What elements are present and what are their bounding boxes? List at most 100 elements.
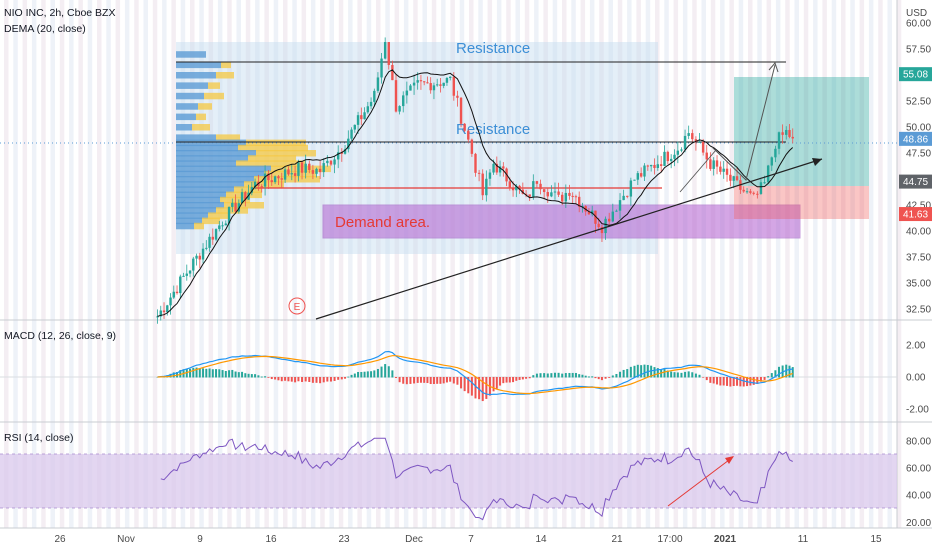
candle-body bbox=[698, 141, 701, 143]
volume-profile-down-bar bbox=[194, 222, 204, 230]
bg-stripe bbox=[376, 0, 381, 528]
price-axis[interactable]: 60.0057.5055.0052.5050.0047.5045.0042.50… bbox=[906, 19, 931, 316]
macd-hist-bar bbox=[211, 369, 214, 378]
volume-profile-up-bar bbox=[176, 222, 194, 230]
macd-hist-bar bbox=[774, 370, 777, 378]
candle-body bbox=[515, 185, 518, 191]
volume-profile-up-bar bbox=[176, 51, 206, 58]
candle-body bbox=[383, 42, 387, 59]
candle-body bbox=[263, 173, 267, 187]
candle-body bbox=[308, 163, 311, 171]
candle-body bbox=[712, 160, 715, 169]
bg-stripe bbox=[571, 0, 576, 528]
rsi-title[interactable]: RSI (14, close) bbox=[4, 432, 73, 444]
macd-hist-bar bbox=[423, 377, 426, 383]
macd-hist-bar bbox=[370, 371, 373, 378]
macd-hist-bar bbox=[264, 376, 267, 378]
candle-body bbox=[195, 255, 198, 259]
projection-path[interactable] bbox=[711, 64, 776, 181]
candle-body bbox=[673, 154, 676, 159]
macd-title[interactable]: MACD (12, 26, close, 9) bbox=[4, 330, 116, 342]
macd-hist-bar bbox=[557, 372, 560, 378]
bg-stripe bbox=[357, 0, 362, 528]
candle-body bbox=[759, 182, 763, 194]
candle-body bbox=[398, 106, 401, 112]
macd-hist-bar bbox=[357, 371, 360, 378]
candle-body bbox=[725, 168, 729, 175]
earnings-marker[interactable] bbox=[288, 297, 306, 315]
macd-hist-bar bbox=[508, 377, 511, 383]
candle-body bbox=[405, 90, 409, 96]
price-badge bbox=[899, 174, 932, 189]
bg-stripe bbox=[859, 0, 865, 528]
macd-hist-bar bbox=[304, 377, 307, 382]
macd-hist-bar bbox=[449, 377, 452, 382]
currency-label: USD bbox=[906, 8, 927, 19]
macd-hist-bar bbox=[749, 377, 752, 386]
target-zone[interactable] bbox=[734, 77, 869, 186]
bg-stripe bbox=[841, 0, 846, 528]
candle-body bbox=[322, 163, 325, 173]
bg-stripe bbox=[394, 0, 400, 528]
volume-profile-down-bar bbox=[226, 191, 262, 199]
macd-hist-bar bbox=[574, 372, 577, 378]
macd-hist-bar bbox=[376, 368, 379, 378]
macd-hist-bar bbox=[553, 372, 556, 378]
time-tick-label: 7 bbox=[468, 534, 474, 545]
candle-body bbox=[553, 191, 557, 193]
candle-body bbox=[162, 310, 166, 313]
candle-body bbox=[253, 181, 257, 188]
candle-body bbox=[770, 157, 773, 166]
macd-hist-bar bbox=[297, 377, 300, 382]
macd-hist-bar bbox=[587, 376, 590, 378]
bg-stripe bbox=[738, 0, 744, 528]
candle-body bbox=[273, 176, 277, 183]
candle-body bbox=[175, 291, 179, 294]
macd-hist-bar bbox=[244, 373, 247, 378]
macd-hist-bar bbox=[267, 377, 270, 378]
macd-hist-bar bbox=[525, 377, 528, 379]
macd-hist-bar bbox=[515, 377, 518, 381]
macd-hist-bar bbox=[195, 367, 198, 378]
candle-body bbox=[402, 95, 405, 107]
volume-profile-up-bar bbox=[176, 207, 216, 214]
volume-profile-up-bar bbox=[176, 181, 244, 188]
demand-zone[interactable] bbox=[322, 204, 801, 239]
price-tick-label: 42.50 bbox=[906, 201, 931, 212]
macd-hist-bar bbox=[326, 377, 329, 382]
candle-body bbox=[156, 316, 159, 318]
macd-hist-bar bbox=[439, 377, 442, 384]
bg-stripe bbox=[106, 0, 111, 528]
volume-profile-up-bar bbox=[176, 139, 246, 147]
bg-stripe bbox=[682, 0, 688, 528]
trend-line[interactable] bbox=[315, 158, 823, 320]
candle-body bbox=[159, 310, 162, 317]
macd-line bbox=[157, 350, 793, 396]
candle-body bbox=[315, 168, 318, 174]
time-tick-label: 16 bbox=[265, 534, 277, 545]
macd-hist-bar bbox=[691, 372, 694, 378]
candle-body bbox=[336, 152, 340, 160]
candle-body bbox=[524, 193, 528, 195]
candle-body bbox=[781, 132, 784, 135]
candle-body bbox=[561, 194, 564, 202]
dema-title[interactable]: DEMA (20, close) bbox=[4, 23, 86, 35]
bg-stripe bbox=[97, 0, 102, 528]
volume-profile-up-bar bbox=[176, 196, 220, 204]
stop-zone[interactable] bbox=[734, 186, 869, 219]
time-axis[interactable]: 26 Nov 9 16 23 Dec 7 14 21 17:00 2021 11 15 bbox=[54, 534, 882, 545]
bg-stripe bbox=[217, 0, 223, 528]
macd-hist-bar bbox=[546, 373, 549, 378]
macd-hist-bar bbox=[736, 377, 739, 386]
symbol-title[interactable]: NIO INC, 2h, Cboe BZX bbox=[4, 7, 115, 19]
price-tick-label: 35.00 bbox=[906, 279, 931, 290]
bg-stripe bbox=[255, 0, 260, 528]
candle-body bbox=[680, 149, 683, 151]
rsi-trend-arrow[interactable] bbox=[667, 456, 734, 507]
bg-stripe bbox=[78, 0, 83, 528]
candle-body bbox=[618, 200, 622, 211]
candle-body bbox=[287, 169, 290, 175]
macd-hist-bar bbox=[770, 373, 773, 378]
bg-stripe bbox=[162, 0, 167, 528]
